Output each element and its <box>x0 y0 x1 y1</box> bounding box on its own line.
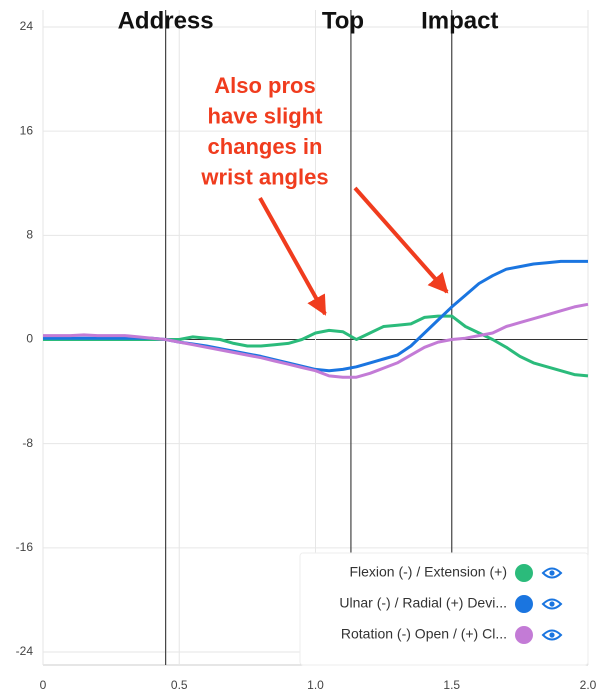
legend: Flexion (-) / Extension (+) Ulnar (-) / R… <box>299 552 589 666</box>
eye-pupil <box>549 601 555 607</box>
y-tick-label: 8 <box>26 227 33 241</box>
x-tick-label: 2.0 <box>580 678 597 692</box>
y-tick-label: -16 <box>16 540 34 554</box>
event-label: Top <box>322 7 364 34</box>
eye-outline <box>541 567 563 579</box>
event-label: Address <box>118 7 214 34</box>
legend-swatch <box>515 626 533 644</box>
visibility-toggle[interactable] <box>541 598 563 610</box>
x-tick-label: 0 <box>40 678 47 692</box>
y-tick-label: -24 <box>16 644 34 658</box>
x-tick-label: 0.5 <box>171 678 188 692</box>
event-label: Impact <box>421 7 498 34</box>
annotation-text: changes in <box>208 134 323 159</box>
eye-pupil <box>549 632 555 638</box>
legend-label: Flexion (-) / Extension (+) <box>349 564 507 580</box>
legend-label: Rotation (-) Open / (+) Cl... <box>341 626 507 642</box>
annotation-text: have slight <box>208 103 324 128</box>
y-tick-label: 0 <box>26 332 33 346</box>
x-tick-label: 1.5 <box>443 678 460 692</box>
visibility-toggle[interactable] <box>541 567 563 579</box>
annotation-text: Also pros <box>214 73 315 98</box>
visibility-toggle[interactable] <box>541 629 563 641</box>
annotation-arrow <box>258 197 327 316</box>
annotation-arrow <box>353 186 449 294</box>
annotation-text: wrist angles <box>200 164 328 189</box>
eye-outline <box>541 598 563 610</box>
y-tick-label: 24 <box>20 19 34 33</box>
eye-pupil <box>549 570 555 576</box>
legend-swatch <box>515 564 533 582</box>
eye-outline <box>541 629 563 641</box>
series-line <box>43 302 589 379</box>
y-tick-label: -8 <box>22 436 33 450</box>
legend-label: Ulnar (-) / Radial (+) Devi... <box>339 595 507 611</box>
y-tick-label: 16 <box>20 123 34 137</box>
legend-swatch <box>515 595 533 613</box>
x-tick-label: 1.0 <box>307 678 324 692</box>
